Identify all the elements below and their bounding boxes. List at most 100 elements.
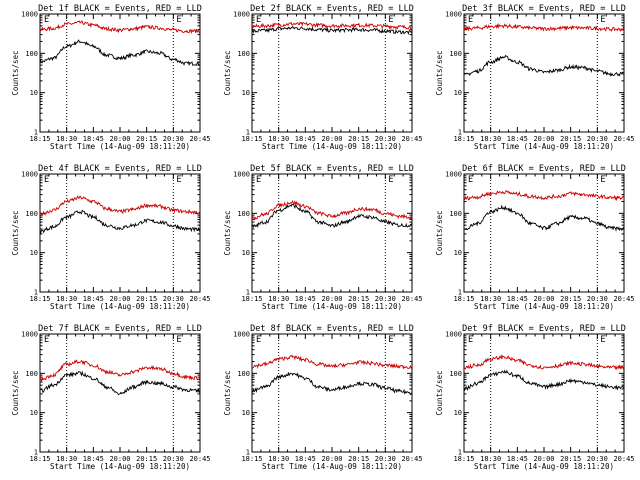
x-tick-label: 18:45	[507, 295, 528, 303]
x-tick-label: 18:45	[83, 455, 104, 463]
x-tick-label: 18:15	[453, 135, 474, 143]
x-tick-label: 20:15	[560, 455, 581, 463]
chart-panel: Det 5f BLACK = Events, RED = LLD 1 10 100 10…	[223, 164, 423, 311]
chart-title: Det 3f BLACK = Events, RED = LLD	[462, 4, 626, 14]
y-tick-label: 1	[246, 449, 250, 457]
x-tick-label: 20:45	[401, 295, 422, 303]
chart-panel: Det 9f BLACK = Events, RED = LLD 1 10 100 10…	[435, 324, 635, 471]
y-tick-label: 10	[454, 249, 462, 257]
x-tick-label: 18:45	[83, 135, 104, 143]
x-tick-label: 18:15	[29, 295, 50, 303]
y-axis-label: Counts/sec	[11, 370, 20, 415]
x-tick-label: 18:30	[56, 135, 77, 143]
y-tick-label: 10	[454, 409, 462, 417]
y-tick-label: 100	[449, 50, 462, 58]
y-tick-label: 10	[30, 409, 38, 417]
x-tick-label: 20:45	[401, 455, 422, 463]
series-line	[251, 200, 413, 221]
flag-label: E	[44, 335, 49, 345]
series-line	[463, 23, 625, 32]
y-tick-label: 10	[30, 249, 38, 257]
y-tick-label: 1	[458, 289, 462, 297]
axis-frame	[251, 173, 413, 293]
x-tick-label: 18:45	[295, 135, 316, 143]
x-tick-label: 20:30	[163, 295, 184, 303]
series-line	[39, 195, 201, 217]
flag-label: E	[256, 335, 261, 345]
chart-panel: Det 7f BLACK = Events, RED = LLD 1 10 100 10…	[11, 324, 211, 471]
x-tick-label: 18:15	[453, 295, 474, 303]
flag-label: E	[256, 15, 261, 25]
y-tick-label: 1	[458, 449, 462, 457]
x-tick-label: 20:30	[163, 135, 184, 143]
y-tick-label: 1000	[21, 331, 38, 339]
x-tick-label: 20:45	[401, 135, 422, 143]
x-tick-label: 20:15	[348, 455, 369, 463]
x-tick-label: 20:00	[321, 135, 342, 143]
x-tick-label: 20:45	[189, 455, 210, 463]
series-line	[39, 370, 201, 396]
y-tick-label: 100	[237, 210, 250, 218]
x-tick-label: 18:30	[268, 295, 289, 303]
x-axis-label: Start Time (14-Aug-09 18:11:20)	[474, 302, 614, 311]
series-line	[39, 209, 201, 235]
chart-panel: Det 2f BLACK = Events, RED = LLD 1 10 100 10…	[223, 4, 423, 151]
y-axis-label: Counts/sec	[435, 370, 444, 415]
axis-frame	[463, 13, 625, 133]
axis-frame	[39, 13, 201, 133]
x-tick-label: 20:30	[375, 295, 396, 303]
x-tick-label: 20:45	[189, 135, 210, 143]
series-line	[39, 359, 201, 382]
y-tick-label: 1	[34, 289, 38, 297]
flag-label: E	[388, 15, 393, 25]
x-tick-label: 20:00	[109, 135, 130, 143]
series-line	[39, 39, 201, 66]
x-tick-label: 18:15	[241, 295, 262, 303]
x-tick-label: 20:30	[587, 135, 608, 143]
y-tick-label: 1	[246, 129, 250, 137]
y-tick-label: 1000	[21, 11, 38, 19]
chart-panel: Det 8f BLACK = Events, RED = LLD 1 10 100 10…	[223, 324, 423, 471]
x-tick-label: 18:45	[507, 455, 528, 463]
y-tick-label: 10	[242, 249, 250, 257]
chart-title: Det 8f BLACK = Events, RED = LLD	[250, 324, 414, 334]
x-tick-label: 20:45	[189, 295, 210, 303]
flag-label: E	[600, 15, 605, 25]
x-tick-label: 18:30	[56, 455, 77, 463]
x-tick-label: 18:30	[480, 295, 501, 303]
chart-panel: Det 3f BLACK = Events, RED = LLD 1 10 100 10…	[435, 4, 635, 151]
x-tick-label: 20:15	[560, 295, 581, 303]
y-axis-label: Counts/sec	[223, 370, 232, 415]
flag-label: E	[44, 15, 49, 25]
y-tick-label: 1000	[233, 11, 250, 19]
flag-label: E	[388, 175, 393, 185]
flag-label: E	[468, 335, 473, 345]
x-tick-label: 20:00	[109, 295, 130, 303]
flag-label: E	[44, 175, 49, 185]
x-tick-label: 18:30	[480, 455, 501, 463]
x-tick-label: 20:00	[533, 295, 554, 303]
flag-label: E	[388, 335, 393, 345]
series-line	[251, 21, 413, 30]
x-tick-label: 20:00	[109, 455, 130, 463]
series-line	[463, 204, 625, 232]
x-tick-label: 18:15	[453, 455, 474, 463]
series-line	[463, 354, 625, 371]
y-tick-label: 10	[242, 409, 250, 417]
series-line	[463, 189, 625, 202]
x-tick-label: 18:15	[29, 455, 50, 463]
chart-panel: Det 1f BLACK = Events, RED = LLD 1 10 100 10…	[11, 4, 211, 151]
x-axis-label: Start Time (14-Aug-09 18:11:20)	[50, 302, 190, 311]
x-tick-label: 18:45	[507, 135, 528, 143]
x-tick-label: 20:30	[587, 455, 608, 463]
x-axis-label: Start Time (14-Aug-09 18:11:20)	[50, 142, 190, 151]
y-tick-label: 10	[242, 89, 250, 97]
chart-title: Det 7f BLACK = Events, RED = LLD	[38, 324, 202, 334]
chart-title: Det 1f BLACK = Events, RED = LLD	[38, 4, 202, 14]
x-axis-label: Start Time (14-Aug-09 18:11:20)	[474, 142, 614, 151]
y-tick-label: 10	[30, 89, 38, 97]
x-tick-label: 20:15	[348, 295, 369, 303]
series-line	[39, 20, 201, 35]
x-tick-label: 20:45	[613, 455, 634, 463]
